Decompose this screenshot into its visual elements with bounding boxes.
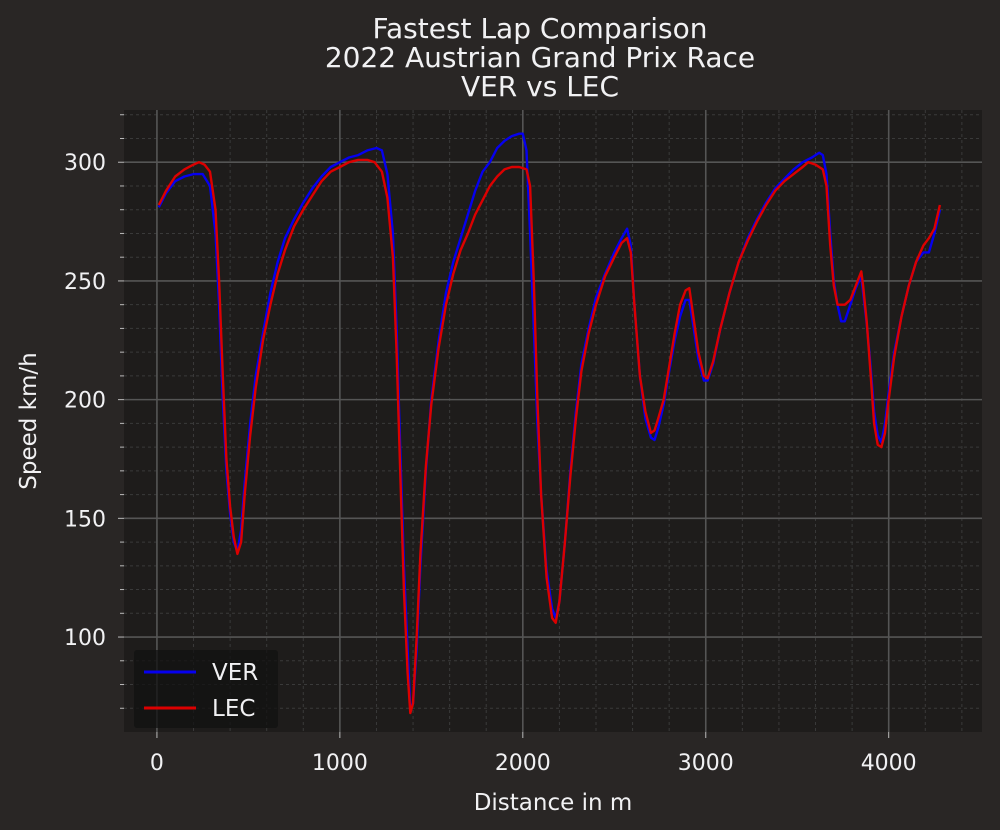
legend-label-ver: VER (212, 660, 258, 686)
chart-title-line-1: Fastest Lap Comparison (372, 12, 707, 45)
y-tick-label: 250 (64, 270, 106, 295)
y-tick-label: 300 (64, 151, 106, 176)
x-tick-label: 2000 (495, 751, 551, 776)
minor-grid (124, 110, 982, 732)
x-tick-label: 0 (150, 751, 164, 776)
x-tick-label: 3000 (678, 751, 734, 776)
chart-title-line-3: VER vs LEC (461, 70, 619, 103)
y-axis-label: Speed km/h (16, 352, 42, 489)
y-tick-label: 200 (64, 389, 106, 414)
legend: VER LEC (134, 650, 278, 728)
x-axis-label: Distance in m (474, 790, 633, 816)
tick-layer: 0 1000 2000 3000 4000 100 150 200 250 300 (64, 114, 917, 776)
major-grid (124, 110, 982, 732)
x-tick-label: 4000 (861, 751, 917, 776)
series-layer (157, 132, 942, 715)
legend-label-lec: LEC (212, 696, 255, 722)
chart-title-line-2: 2022 Austrian Grand Prix Race (325, 41, 755, 74)
y-tick-label: 100 (64, 626, 106, 651)
x-tick-label: 1000 (312, 751, 368, 776)
series-line-lec (157, 158, 942, 715)
y-tick-label: 150 (64, 507, 106, 532)
